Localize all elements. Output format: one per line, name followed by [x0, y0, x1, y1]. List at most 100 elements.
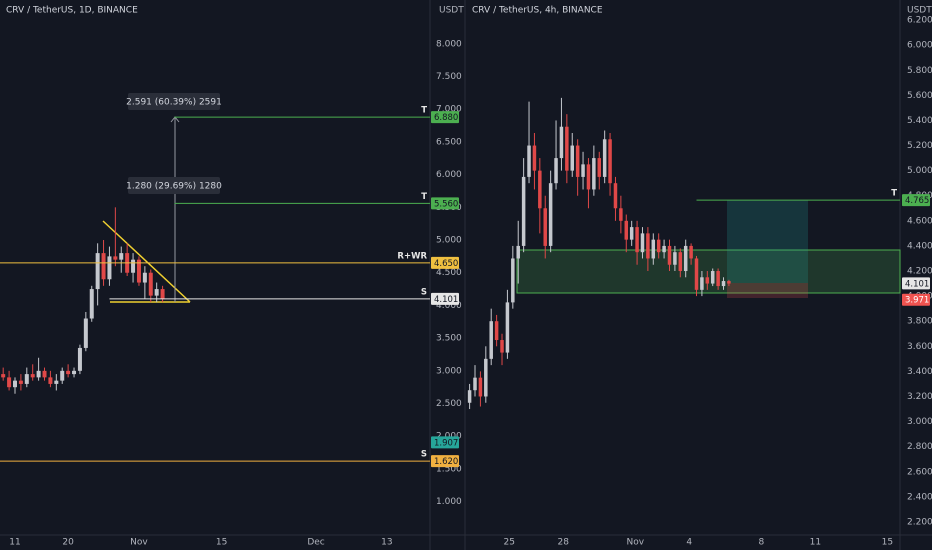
candle-body [721, 281, 726, 287]
y-tick-label: 2.800 [907, 442, 932, 452]
candle-body [12, 380, 17, 388]
candle-body [532, 145, 537, 171]
candle-body [565, 126, 569, 171]
price-tag [431, 455, 459, 468]
price-tag-label: 1.907 [434, 438, 458, 448]
candle-body [36, 370, 41, 378]
y-tick-label: 5.000 [436, 236, 462, 246]
candle-body [678, 252, 683, 272]
price-tag-label: 4.101 [434, 295, 458, 305]
candle-body [478, 377, 483, 397]
candle-body [467, 390, 472, 403]
y-tick-label: 5.000 [907, 166, 932, 176]
candle-body [101, 253, 106, 280]
y-tick-label: 1.000 [436, 497, 462, 507]
x-tick-label: 11 [810, 538, 821, 548]
candle-body [516, 245, 520, 259]
candle-body [700, 277, 704, 290]
zone [516, 249, 901, 294]
price-tag [431, 111, 459, 124]
candle-body [592, 158, 596, 190]
y-tick-label: 6.500 [436, 137, 462, 147]
x-tick-label: 4 [686, 538, 692, 548]
candle-body [694, 258, 699, 290]
y-tick-label: 7.000 [436, 105, 462, 115]
y-tick-label: 5.600 [907, 91, 932, 101]
y-tick-label: 3.200 [907, 392, 932, 402]
candle-body [83, 318, 88, 348]
candle-body [543, 208, 547, 246]
y-tick-label: 8.000 [436, 39, 462, 49]
candle-body [602, 139, 607, 177]
y-tick-label: 1.500 [436, 464, 462, 474]
chart-title: CRV / TetherUS, 1D, BINANCE [6, 6, 138, 16]
y-tick-label: 4.500 [436, 268, 462, 278]
candle-body [640, 233, 645, 253]
y-tick-label: 5.200 [907, 141, 932, 151]
candle-body [54, 380, 59, 384]
price-tag-label: 4.765 [905, 196, 929, 206]
price-tag [902, 194, 930, 207]
candle-body [500, 340, 504, 353]
level-name: T [421, 192, 427, 202]
measure-box [128, 177, 220, 194]
axis-unit: USDT [907, 6, 932, 16]
candle-body [727, 281, 731, 284]
candle-body [7, 377, 12, 388]
y-tick-label: 4.000 [436, 301, 462, 311]
y-tick-label: 3.000 [907, 417, 932, 427]
candle-body [710, 271, 715, 284]
y-tick-label: 6.000 [436, 170, 462, 180]
candle-body [24, 374, 29, 384]
x-tick-label: Nov [130, 538, 148, 548]
candle-body [89, 289, 94, 319]
candle-body [651, 239, 656, 259]
candle-body [538, 170, 542, 209]
candle-body [629, 227, 634, 240]
price-tag [431, 292, 459, 305]
axis-unit: USDT [439, 6, 464, 16]
price-tag [902, 293, 930, 306]
x-tick-label: Nov [626, 538, 644, 548]
position-profit [727, 200, 808, 283]
candle-body [581, 164, 585, 177]
y-tick-label: 2.200 [907, 517, 932, 527]
y-tick-label: 3.400 [907, 367, 932, 377]
y-tick-label: 6.200 [907, 16, 932, 26]
candle-body [527, 145, 531, 177]
candle-body [570, 145, 574, 171]
candle-body [673, 252, 677, 265]
drawings: 2.591 (60.39%) 2591 1.280 (29.69%) 1280 [102, 93, 901, 303]
candle-body [154, 289, 159, 296]
candle-body [142, 272, 147, 283]
price-tag-label: 5.560 [434, 199, 458, 209]
candle-body [608, 139, 612, 184]
candle-body [511, 258, 515, 303]
candle-body [48, 377, 53, 384]
price-tag [902, 277, 930, 290]
y-tick-label: 3.500 [436, 334, 462, 344]
candle-body [619, 208, 623, 221]
candle-body [548, 183, 553, 246]
y-tick-label: 2.500 [436, 399, 462, 409]
candle-body [662, 245, 666, 253]
candle-body [716, 271, 720, 287]
price-tag-label: 4.101 [905, 279, 929, 289]
candle-body [575, 145, 580, 177]
x-tick-label: 13 [381, 538, 392, 548]
candle-body [646, 233, 650, 259]
price-tag-label: 6.880 [434, 113, 458, 123]
level-name: R+WR [397, 251, 427, 261]
candle-body [597, 158, 602, 177]
x-tick-label: 25 [503, 538, 514, 548]
candle-body [60, 370, 65, 381]
candle-body [77, 347, 82, 371]
y-tick-label: 4.200 [907, 267, 932, 277]
measure-box [128, 93, 220, 110]
x-tick-label: 15 [216, 538, 227, 548]
y-tick-label: 3.000 [436, 366, 462, 376]
price-tag [431, 256, 459, 269]
